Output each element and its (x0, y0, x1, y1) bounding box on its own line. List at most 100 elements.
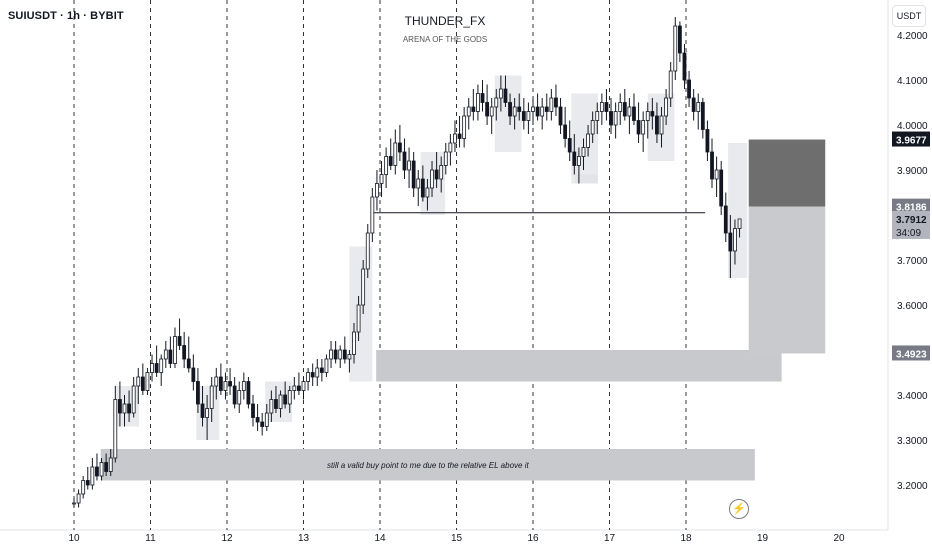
candle (453, 133, 457, 144)
x-tick-label: 17 (604, 533, 616, 544)
candle (526, 111, 531, 121)
candle (425, 187, 430, 198)
candle (664, 97, 669, 117)
x-tick-label: 11 (145, 533, 156, 544)
candle (416, 178, 421, 189)
candle (269, 399, 274, 414)
zone-box (100, 449, 755, 481)
x-tick-label: 10 (68, 533, 80, 544)
candle (471, 106, 476, 112)
candle (140, 376, 145, 391)
candle (264, 412, 269, 427)
candle (705, 129, 710, 153)
candle (521, 111, 526, 121)
candle (622, 102, 627, 117)
candle (127, 403, 131, 414)
y-tick-label: 3.3000 (897, 436, 928, 447)
currency-button[interactable]: USDT (892, 5, 926, 27)
candle (604, 102, 609, 112)
y-tick-label: 4.1000 (897, 76, 928, 87)
candle (563, 124, 568, 139)
candle (274, 399, 278, 409)
symbol-title[interactable]: SUIUSDT · 1h · BYBIT (8, 10, 124, 22)
candle (113, 399, 118, 459)
candle (595, 111, 600, 121)
candle (632, 106, 636, 121)
candle (361, 268, 366, 306)
price-label-box (892, 131, 930, 147)
candle (388, 156, 393, 166)
candle (420, 178, 425, 198)
candle (393, 142, 398, 166)
candle (567, 138, 572, 153)
candle (301, 381, 306, 391)
candle (719, 169, 724, 207)
candle (572, 151, 577, 166)
candle (535, 106, 540, 117)
candle (375, 183, 379, 198)
candle (476, 93, 480, 112)
candle (260, 421, 265, 427)
candle (508, 102, 512, 117)
candle (489, 106, 494, 117)
candle (448, 142, 453, 153)
x-tick-label: 16 (527, 533, 539, 544)
candle (72, 502, 76, 505)
candle (352, 331, 356, 355)
zone-annotation: still a valid buy point to me due to the… (327, 461, 530, 470)
candle (228, 381, 232, 387)
candle (517, 106, 522, 112)
candle (384, 156, 389, 175)
candle (668, 70, 673, 99)
candle (379, 174, 384, 184)
candle (599, 102, 604, 112)
candle (462, 115, 467, 139)
candle (297, 385, 301, 391)
candle (397, 142, 402, 153)
candle (118, 399, 122, 414)
watermark-subtitle: ARENA OF THE GODS (402, 35, 488, 44)
x-tick-label: 12 (221, 533, 233, 544)
candle (443, 151, 448, 166)
candle (145, 372, 150, 391)
candle (466, 106, 471, 117)
candle (122, 403, 127, 414)
candle-countdown: 34:09 (896, 228, 921, 239)
candle (627, 106, 632, 117)
y-tick-label: 3.2000 (897, 481, 928, 492)
x-tick-label: 19 (757, 533, 769, 544)
candle (173, 336, 177, 364)
candle (356, 304, 361, 333)
lightning-icon[interactable]: ⚡ (729, 499, 749, 519)
candle (182, 345, 187, 360)
candle (81, 480, 86, 495)
candle (232, 385, 237, 405)
candle (237, 390, 242, 405)
price-label-box (892, 198, 930, 214)
candle (655, 115, 659, 135)
candle (737, 218, 742, 229)
candle (76, 493, 81, 504)
candle (434, 169, 439, 180)
candle (99, 462, 104, 477)
candle (544, 106, 549, 112)
highlight-box (494, 75, 522, 152)
y-tick-label: 3.7000 (897, 256, 928, 267)
candle (728, 232, 733, 252)
candle (618, 102, 623, 112)
candle (278, 394, 283, 409)
candle (310, 372, 315, 378)
candle (338, 349, 343, 360)
candle (347, 354, 352, 360)
candle (177, 336, 182, 346)
candle (696, 102, 701, 112)
y-tick-label: 4.0000 (897, 121, 928, 132)
candle (329, 349, 333, 360)
candle (498, 88, 503, 99)
candle (609, 111, 613, 126)
highlight-box (728, 143, 748, 278)
x-tick-label: 13 (298, 533, 310, 544)
candle (333, 349, 338, 360)
candle (251, 403, 255, 418)
